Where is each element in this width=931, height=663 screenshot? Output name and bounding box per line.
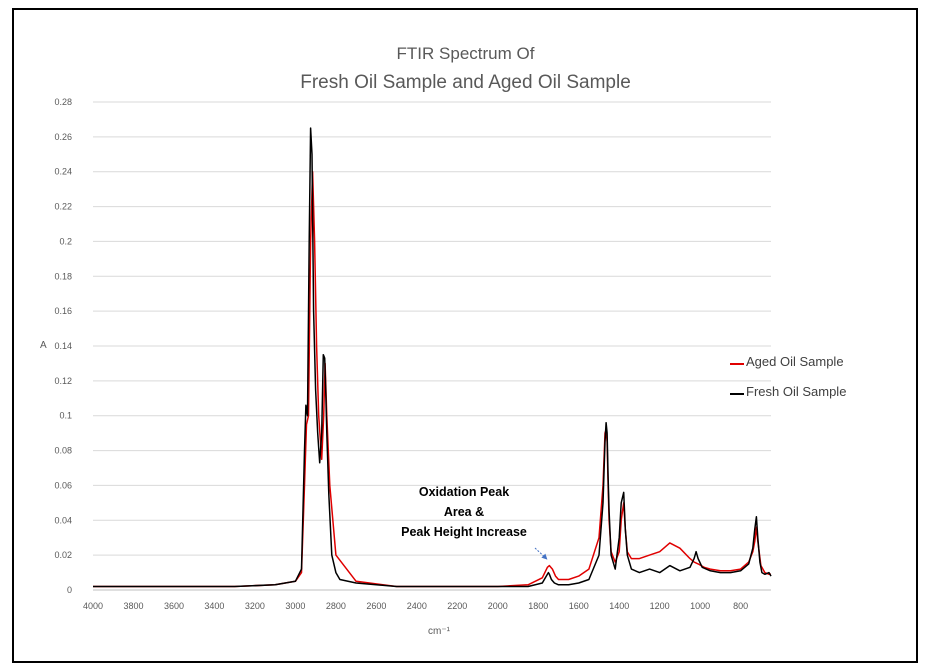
annotation-line-1: Oxidation Peak	[418, 485, 510, 499]
y-tick-label: 0.14	[54, 341, 72, 351]
x-tick-label: 800	[733, 601, 748, 611]
series-lines	[93, 127, 772, 588]
x-axis-label: cm⁻¹	[428, 626, 451, 637]
annotation-line-3: Peak Height Increase	[401, 525, 527, 539]
y-tick-label: 0.08	[54, 446, 72, 456]
x-tick-label: 3000	[285, 601, 305, 611]
oxidation-annotation: Oxidation Peak Area & Peak Height Increa…	[374, 482, 554, 542]
x-tick-label: 1600	[569, 601, 589, 611]
annotation-line-2: Area &	[443, 505, 485, 519]
legend-swatch-fresh	[730, 393, 744, 395]
annotation-arrow	[534, 547, 548, 560]
x-tick-label: 1800	[528, 601, 548, 611]
y-tick-label: 0	[67, 585, 72, 595]
x-tick-label: 2400	[407, 601, 427, 611]
chart-title-line1: FTIR Spectrum Of	[396, 44, 535, 63]
y-tick-label: 0.1	[59, 411, 72, 421]
x-tick-label: 3600	[164, 601, 184, 611]
x-tick-label: 2600	[366, 601, 386, 611]
x-tick-label: 1400	[609, 601, 629, 611]
y-tick-label: 0.2	[59, 236, 72, 246]
x-tick-label: 4000	[83, 601, 103, 611]
y-axis-label: A	[40, 340, 47, 351]
annotation-arrow-head	[541, 553, 548, 560]
y-tick-labels: 0 0.02 0.04 0.06 0.08 0.1 0.12 0.14 0.16 0.18 0.2 0…	[54, 97, 72, 595]
x-tick-labels: 4000 3800 3600 3400 3200 3000 2800 2600 2400 2200…	[83, 601, 748, 611]
x-tick-label: 1000	[690, 601, 710, 611]
x-tick-label: 2000	[488, 601, 508, 611]
y-tick-label: 0.26	[54, 132, 72, 142]
legend-label-fresh: Fresh Oil Sample	[746, 384, 847, 399]
x-tick-label: 3800	[123, 601, 143, 611]
y-tick-label: 0.18	[54, 271, 72, 281]
grid-lines	[93, 101, 771, 591]
x-tick-label: 3200	[245, 601, 265, 611]
y-tick-label: 0.06	[54, 480, 72, 490]
series-line-fresh	[93, 127, 772, 588]
y-tick-label: 0.12	[54, 376, 72, 386]
x-tick-label: 1200	[650, 601, 670, 611]
chart-title-line2: Fresh Oil Sample and Aged Oil Sample	[300, 72, 631, 93]
legend-swatch-aged	[730, 363, 744, 365]
x-tick-label: 2800	[326, 601, 346, 611]
y-tick-label: 0.28	[54, 97, 72, 107]
y-tick-label: 0.04	[54, 515, 72, 525]
y-tick-label: 0.24	[54, 167, 72, 177]
y-tick-label: 0.22	[54, 202, 72, 212]
y-tick-label: 0.02	[54, 550, 72, 560]
chart-border	[12, 8, 918, 663]
x-tick-label: 3400	[204, 601, 224, 611]
legend-label-aged: Aged Oil Sample	[746, 354, 844, 369]
y-tick-label: 0.16	[54, 306, 72, 316]
x-tick-label: 2200	[447, 601, 467, 611]
